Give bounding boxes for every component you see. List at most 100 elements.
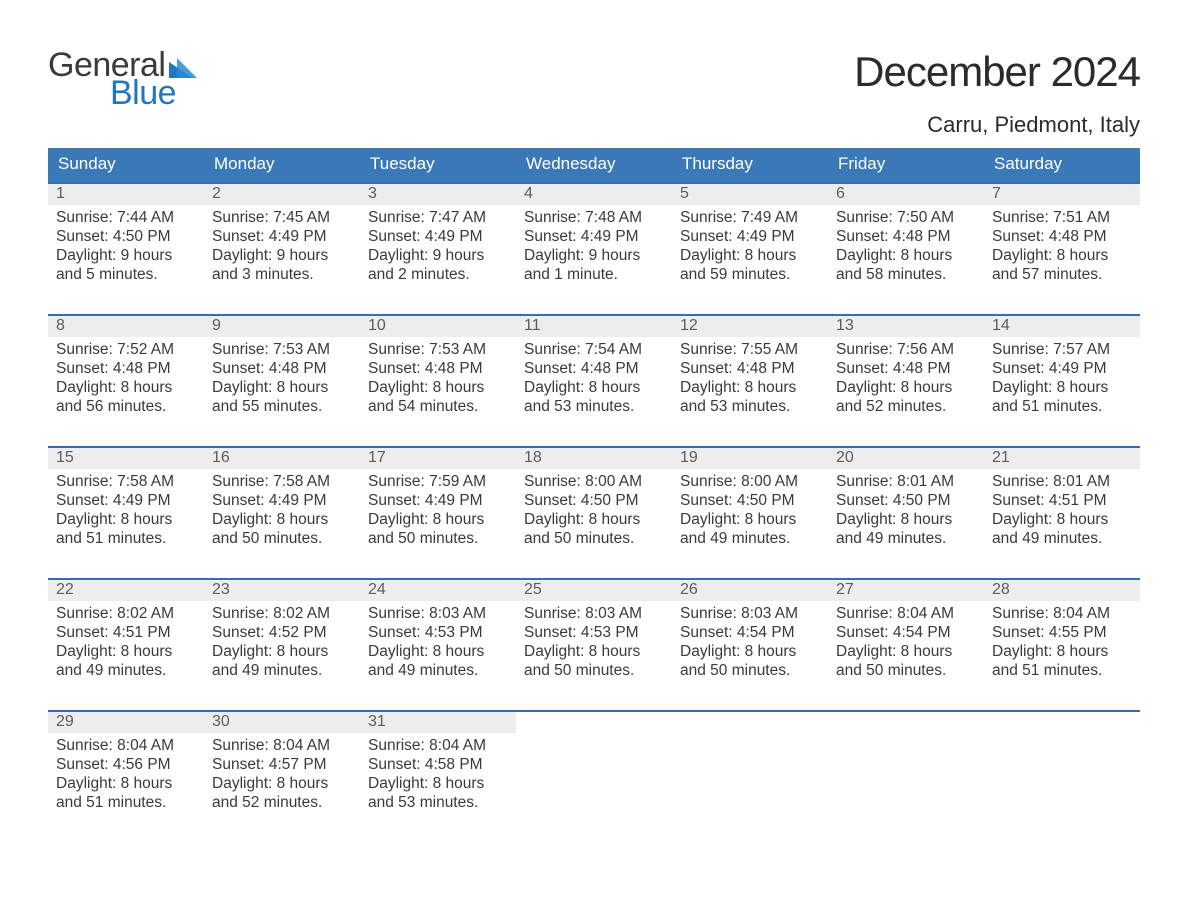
- week-spacer: [48, 556, 1140, 578]
- day-info: Sunrise: 8:00 AMSunset: 4:50 PMDaylight:…: [672, 469, 828, 549]
- sunrise-line: Sunrise: 7:50 AM: [836, 209, 984, 228]
- day-info: Sunrise: 7:54 AMSunset: 4:48 PMDaylight:…: [516, 337, 672, 417]
- daylight-line: Daylight: 8 hours and 52 minutes.: [212, 775, 352, 813]
- day-number: 2: [204, 184, 360, 205]
- calendar-body: 1Sunrise: 7:44 AMSunset: 4:50 PMDaylight…: [48, 182, 1140, 820]
- calendar-day-cell: 27Sunrise: 8:04 AMSunset: 4:54 PMDayligh…: [828, 580, 984, 688]
- day-number: 20: [828, 448, 984, 469]
- calendar-day-cell: 14Sunrise: 7:57 AMSunset: 4:49 PMDayligh…: [984, 316, 1140, 424]
- day-info: Sunrise: 8:04 AMSunset: 4:58 PMDaylight:…: [360, 733, 516, 813]
- sunset-line: Sunset: 4:48 PM: [836, 360, 984, 379]
- daylight-line: Daylight: 8 hours and 49 minutes.: [56, 643, 196, 681]
- sunrise-line: Sunrise: 8:02 AM: [212, 605, 360, 624]
- sunrise-line: Sunrise: 7:51 AM: [992, 209, 1140, 228]
- daylight-line: Daylight: 8 hours and 51 minutes.: [56, 775, 196, 813]
- sunrise-line: Sunrise: 7:53 AM: [212, 341, 360, 360]
- calendar-day-cell: 9Sunrise: 7:53 AMSunset: 4:48 PMDaylight…: [204, 316, 360, 424]
- daylight-line: Daylight: 9 hours and 1 minute.: [524, 247, 664, 285]
- sunset-line: Sunset: 4:49 PM: [992, 360, 1140, 379]
- day-number: 12: [672, 316, 828, 337]
- day-number: 22: [48, 580, 204, 601]
- calendar-day-cell: 12Sunrise: 7:55 AMSunset: 4:48 PMDayligh…: [672, 316, 828, 424]
- sunrise-line: Sunrise: 8:00 AM: [680, 473, 828, 492]
- sunset-line: Sunset: 4:48 PM: [368, 360, 516, 379]
- sunset-line: Sunset: 4:54 PM: [836, 624, 984, 643]
- sunset-line: Sunset: 4:57 PM: [212, 756, 360, 775]
- calendar-day-cell: 10Sunrise: 7:53 AMSunset: 4:48 PMDayligh…: [360, 316, 516, 424]
- daylight-line: Daylight: 8 hours and 52 minutes.: [836, 379, 976, 417]
- day-info: Sunrise: 7:48 AMSunset: 4:49 PMDaylight:…: [516, 205, 672, 285]
- day-number: 7: [984, 184, 1140, 205]
- day-info: Sunrise: 8:01 AMSunset: 4:50 PMDaylight:…: [828, 469, 984, 549]
- header: General Blue December 2024 Carru, Piedmo…: [48, 48, 1140, 138]
- daylight-line: Daylight: 8 hours and 49 minutes.: [212, 643, 352, 681]
- day-info: Sunrise: 7:58 AMSunset: 4:49 PMDaylight:…: [48, 469, 204, 549]
- sunset-line: Sunset: 4:54 PM: [680, 624, 828, 643]
- calendar-day-cell: 8Sunrise: 7:52 AMSunset: 4:48 PMDaylight…: [48, 316, 204, 424]
- day-number: 13: [828, 316, 984, 337]
- day-number: 31: [360, 712, 516, 733]
- sunset-line: Sunset: 4:49 PM: [680, 228, 828, 247]
- sunrise-line: Sunrise: 7:48 AM: [524, 209, 672, 228]
- daylight-line: Daylight: 8 hours and 51 minutes.: [56, 511, 196, 549]
- day-info: Sunrise: 7:58 AMSunset: 4:49 PMDaylight:…: [204, 469, 360, 549]
- sunrise-line: Sunrise: 8:04 AM: [368, 737, 516, 756]
- day-number: 29: [48, 712, 204, 733]
- calendar-day-cell: [672, 712, 828, 820]
- sunrise-line: Sunrise: 7:53 AM: [368, 341, 516, 360]
- day-number: 24: [360, 580, 516, 601]
- sunrise-line: Sunrise: 7:58 AM: [212, 473, 360, 492]
- week-spacer: [48, 292, 1140, 314]
- day-number: 9: [204, 316, 360, 337]
- day-number: 1: [48, 184, 204, 205]
- day-number: 28: [984, 580, 1140, 601]
- calendar-day-cell: 3Sunrise: 7:47 AMSunset: 4:49 PMDaylight…: [360, 184, 516, 292]
- day-info: Sunrise: 8:03 AMSunset: 4:53 PMDaylight:…: [360, 601, 516, 681]
- calendar-week: 8Sunrise: 7:52 AMSunset: 4:48 PMDaylight…: [48, 314, 1140, 424]
- sunrise-line: Sunrise: 7:54 AM: [524, 341, 672, 360]
- sunrise-line: Sunrise: 8:02 AM: [56, 605, 204, 624]
- day-number: 19: [672, 448, 828, 469]
- day-info: Sunrise: 7:56 AMSunset: 4:48 PMDaylight:…: [828, 337, 984, 417]
- sunrise-line: Sunrise: 8:03 AM: [368, 605, 516, 624]
- day-number: 5: [672, 184, 828, 205]
- daylight-line: Daylight: 9 hours and 2 minutes.: [368, 247, 508, 285]
- sunrise-line: Sunrise: 7:44 AM: [56, 209, 204, 228]
- sunset-line: Sunset: 4:52 PM: [212, 624, 360, 643]
- calendar: SundayMondayTuesdayWednesdayThursdayFrid…: [48, 148, 1140, 820]
- calendar-day-cell: [516, 712, 672, 820]
- brand-logo: General Blue: [48, 48, 197, 110]
- day-info: Sunrise: 7:45 AMSunset: 4:49 PMDaylight:…: [204, 205, 360, 285]
- sunrise-line: Sunrise: 7:56 AM: [836, 341, 984, 360]
- day-info: Sunrise: 7:57 AMSunset: 4:49 PMDaylight:…: [984, 337, 1140, 417]
- daylight-line: Daylight: 8 hours and 50 minutes.: [524, 511, 664, 549]
- day-number: 18: [516, 448, 672, 469]
- daylight-line: Daylight: 9 hours and 5 minutes.: [56, 247, 196, 285]
- daylight-line: Daylight: 8 hours and 59 minutes.: [680, 247, 820, 285]
- day-number: 21: [984, 448, 1140, 469]
- calendar-day-cell: 4Sunrise: 7:48 AMSunset: 4:49 PMDaylight…: [516, 184, 672, 292]
- sunset-line: Sunset: 4:48 PM: [680, 360, 828, 379]
- day-of-week-header: Sunday: [48, 148, 204, 182]
- day-info: Sunrise: 8:03 AMSunset: 4:54 PMDaylight:…: [672, 601, 828, 681]
- sunset-line: Sunset: 4:53 PM: [524, 624, 672, 643]
- sunset-line: Sunset: 4:49 PM: [212, 492, 360, 511]
- daylight-line: Daylight: 8 hours and 50 minutes.: [212, 511, 352, 549]
- sunset-line: Sunset: 4:49 PM: [524, 228, 672, 247]
- day-info: Sunrise: 8:01 AMSunset: 4:51 PMDaylight:…: [984, 469, 1140, 549]
- day-number: 26: [672, 580, 828, 601]
- sunset-line: Sunset: 4:49 PM: [56, 492, 204, 511]
- day-of-week-header: Saturday: [984, 148, 1140, 182]
- daylight-line: Daylight: 8 hours and 53 minutes.: [524, 379, 664, 417]
- daylight-line: Daylight: 8 hours and 50 minutes.: [368, 511, 508, 549]
- daylight-line: Daylight: 8 hours and 53 minutes.: [368, 775, 508, 813]
- day-number: 14: [984, 316, 1140, 337]
- sunrise-line: Sunrise: 8:04 AM: [836, 605, 984, 624]
- calendar-day-cell: 11Sunrise: 7:54 AMSunset: 4:48 PMDayligh…: [516, 316, 672, 424]
- day-info: Sunrise: 7:47 AMSunset: 4:49 PMDaylight:…: [360, 205, 516, 285]
- sunset-line: Sunset: 4:56 PM: [56, 756, 204, 775]
- sunset-line: Sunset: 4:48 PM: [836, 228, 984, 247]
- day-number: 11: [516, 316, 672, 337]
- daylight-line: Daylight: 8 hours and 50 minutes.: [524, 643, 664, 681]
- daylight-line: Daylight: 8 hours and 54 minutes.: [368, 379, 508, 417]
